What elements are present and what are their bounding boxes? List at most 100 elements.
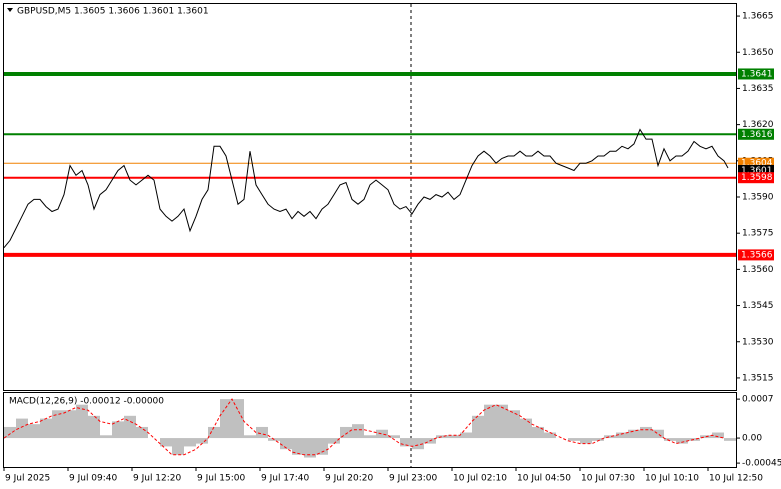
histogram-bar [316, 438, 328, 455]
histogram-bar [88, 415, 100, 439]
x-tick-label: 10 Jul 04:50 [517, 474, 571, 484]
histogram-bar [136, 426, 148, 439]
y-tick-label: -0.00045 [742, 459, 781, 469]
macd-panel [3, 392, 737, 468]
x-tick-label: 9 Jul 20:20 [325, 474, 374, 484]
histogram-bar [28, 424, 40, 439]
series-line [3, 128, 729, 249]
x-tick-label: 9 Jul 17:40 [261, 474, 310, 484]
histogram-bar [652, 429, 664, 439]
histogram-bar [160, 438, 172, 447]
y-tick-label: 0.0007 [742, 395, 774, 405]
price-label-box [738, 164, 774, 176]
histogram-bar [448, 435, 460, 439]
histogram-bar [76, 404, 88, 439]
y-tick-label: 1.3515 [742, 373, 774, 383]
series-line [3, 398, 725, 456]
menu-triangle [7, 8, 13, 12]
histogram-bar [520, 418, 532, 439]
histogram-bar [100, 435, 112, 439]
price-label-box [738, 128, 774, 140]
histogram-bar [244, 435, 256, 439]
histogram-bar [280, 438, 292, 450]
y-tick-label: 1.3530 [742, 337, 774, 347]
histogram-bar [208, 426, 220, 439]
histogram-bar [532, 426, 544, 439]
macd-title: MACD(12,26,9) -0.00012 -0.00000 [9, 397, 164, 407]
histogram-bar [388, 435, 400, 439]
price-label-box [738, 157, 774, 169]
chart-title: GBPUSD,M5 1.3605 1.3606 1.3601 1.3601 [17, 7, 209, 17]
histogram-bar [364, 435, 376, 439]
histogram-bar [16, 418, 28, 439]
x-tick-label: 9 Jul 23:00 [389, 474, 438, 484]
histogram-bar [436, 435, 448, 439]
histogram-bar [592, 438, 604, 441]
x-tick-label: 9 Jul 2025 [5, 474, 50, 484]
price-label-box [738, 68, 774, 80]
y-tick-label: 1.3575 [742, 229, 774, 239]
histogram-bar [640, 426, 652, 439]
histogram-bar [232, 399, 244, 439]
histogram-bar [52, 410, 64, 439]
histogram-bar [484, 404, 496, 439]
histogram-bar [184, 438, 196, 447]
histogram-bar [412, 438, 424, 450]
y-tick-label: 1.3590 [742, 193, 774, 203]
histogram-bar [724, 438, 736, 441]
histogram-bar [508, 410, 520, 439]
histogram-bar [472, 415, 484, 439]
histogram-bar [496, 404, 508, 439]
y-tick-label: 1.3620 [742, 120, 774, 130]
price-label: 1.3601 [741, 166, 773, 176]
y-tick-label: 1.3650 [742, 48, 774, 58]
histogram-bar [568, 438, 580, 441]
histogram-bar [292, 438, 304, 455]
histogram-bar [352, 424, 364, 439]
x-tick-label: 9 Jul 09:40 [69, 474, 118, 484]
histogram-bar [340, 426, 352, 439]
histogram-bar [400, 438, 412, 447]
price-label: 1.3604 [741, 159, 773, 169]
histogram-bar [676, 438, 688, 444]
price-label: 1.3641 [741, 69, 773, 79]
price-label: 1.3566 [741, 250, 773, 260]
histogram-bar [4, 426, 16, 439]
histogram-bar [220, 399, 232, 439]
price-label-box [738, 172, 774, 184]
x-tick-label: 10 Jul 02:10 [453, 474, 507, 484]
histogram-bar [172, 438, 184, 455]
price-label: 1.3616 [741, 130, 773, 140]
x-tick-label: 10 Jul 07:30 [581, 474, 635, 484]
histogram-bar [580, 438, 592, 444]
y-tick-label: 1.3560 [742, 265, 774, 275]
histogram-bar [196, 438, 208, 444]
histogram-bar [304, 438, 316, 458]
histogram-bar [256, 426, 268, 439]
histogram-bar [112, 421, 124, 439]
histogram-bar [616, 432, 628, 439]
histogram-bar [664, 438, 676, 441]
histogram-bar [544, 432, 556, 439]
histogram-bar [124, 415, 136, 439]
y-tick-label: 1.3665 [742, 12, 774, 22]
histogram-bar [604, 435, 616, 439]
x-tick-label: 10 Jul 10:10 [645, 474, 699, 484]
price-label-box [738, 249, 774, 261]
histogram-bar [628, 429, 640, 439]
histogram-bar [40, 418, 52, 439]
histogram-bar [376, 429, 388, 439]
histogram-bar [712, 432, 724, 439]
x-tick-label: 10 Jul 12:50 [709, 474, 763, 484]
histogram-bar [64, 410, 76, 439]
y-tick-label: 0.00 [742, 434, 762, 444]
x-tick-label: 9 Jul 15:00 [197, 474, 246, 484]
histogram-bar [328, 438, 340, 444]
x-tick-label: 9 Jul 12:20 [133, 474, 182, 484]
y-tick-label: 1.3635 [742, 84, 774, 94]
histogram-bar [460, 432, 472, 439]
price-label: 1.3598 [741, 173, 773, 183]
y-tick-label: 1.3545 [742, 301, 774, 311]
